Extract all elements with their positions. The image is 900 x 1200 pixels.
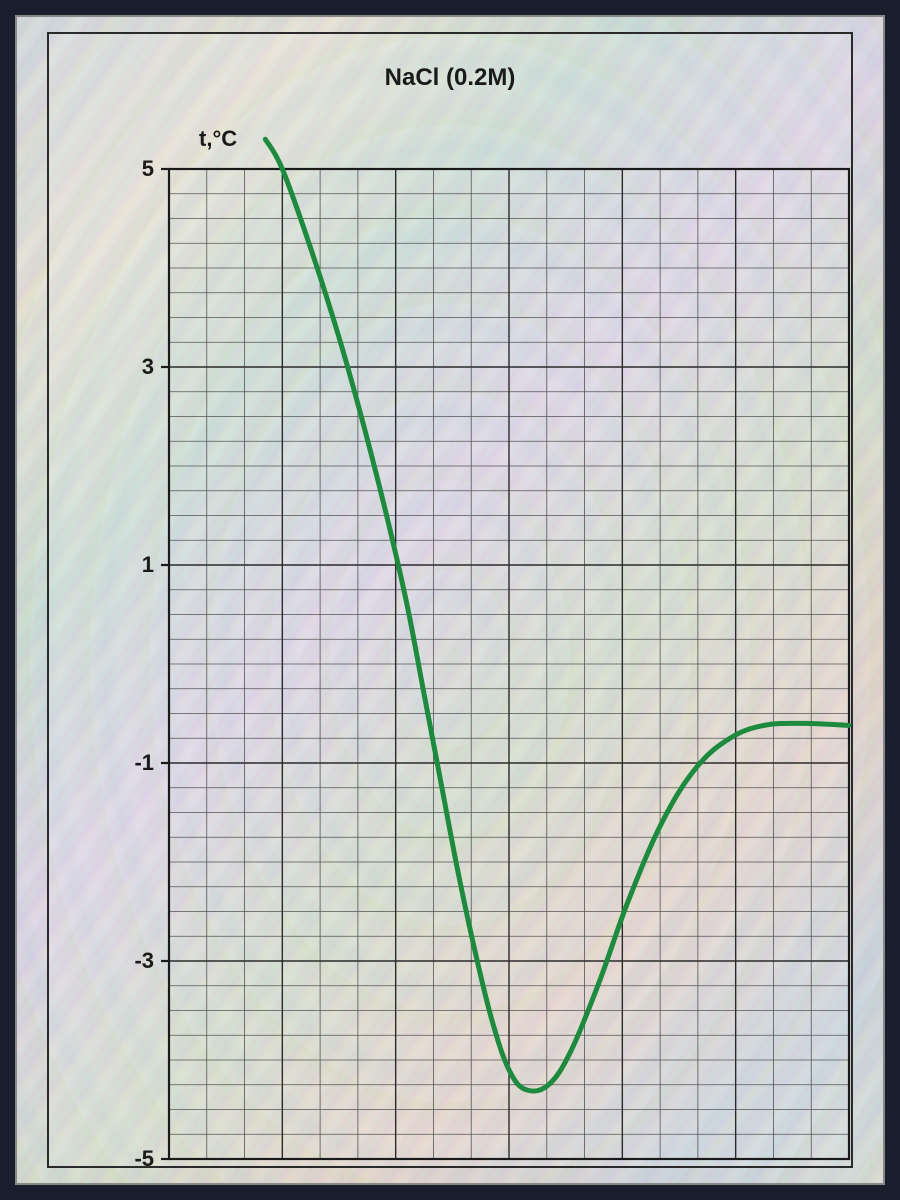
chart-title: NaCl (0.2M) [385, 64, 516, 92]
y-tick-label: 1 [114, 552, 154, 578]
chart-paper: NaCl (0.2M) t,°C 531-1-3-5 [47, 32, 853, 1168]
y-tick-label: -3 [114, 948, 154, 974]
y-axis-label: t,°C [199, 126, 237, 152]
y-tick-label: -5 [114, 1146, 154, 1172]
chart-svg [169, 169, 849, 1159]
y-tick-label: 3 [114, 354, 154, 380]
plot-area [169, 169, 849, 1159]
y-tick-label: 5 [114, 156, 154, 182]
photo-frame: NaCl (0.2M) t,°C 5 3 1 -1 -3 -5 [15, 15, 885, 1185]
y-tick-label: -1 [114, 750, 154, 776]
